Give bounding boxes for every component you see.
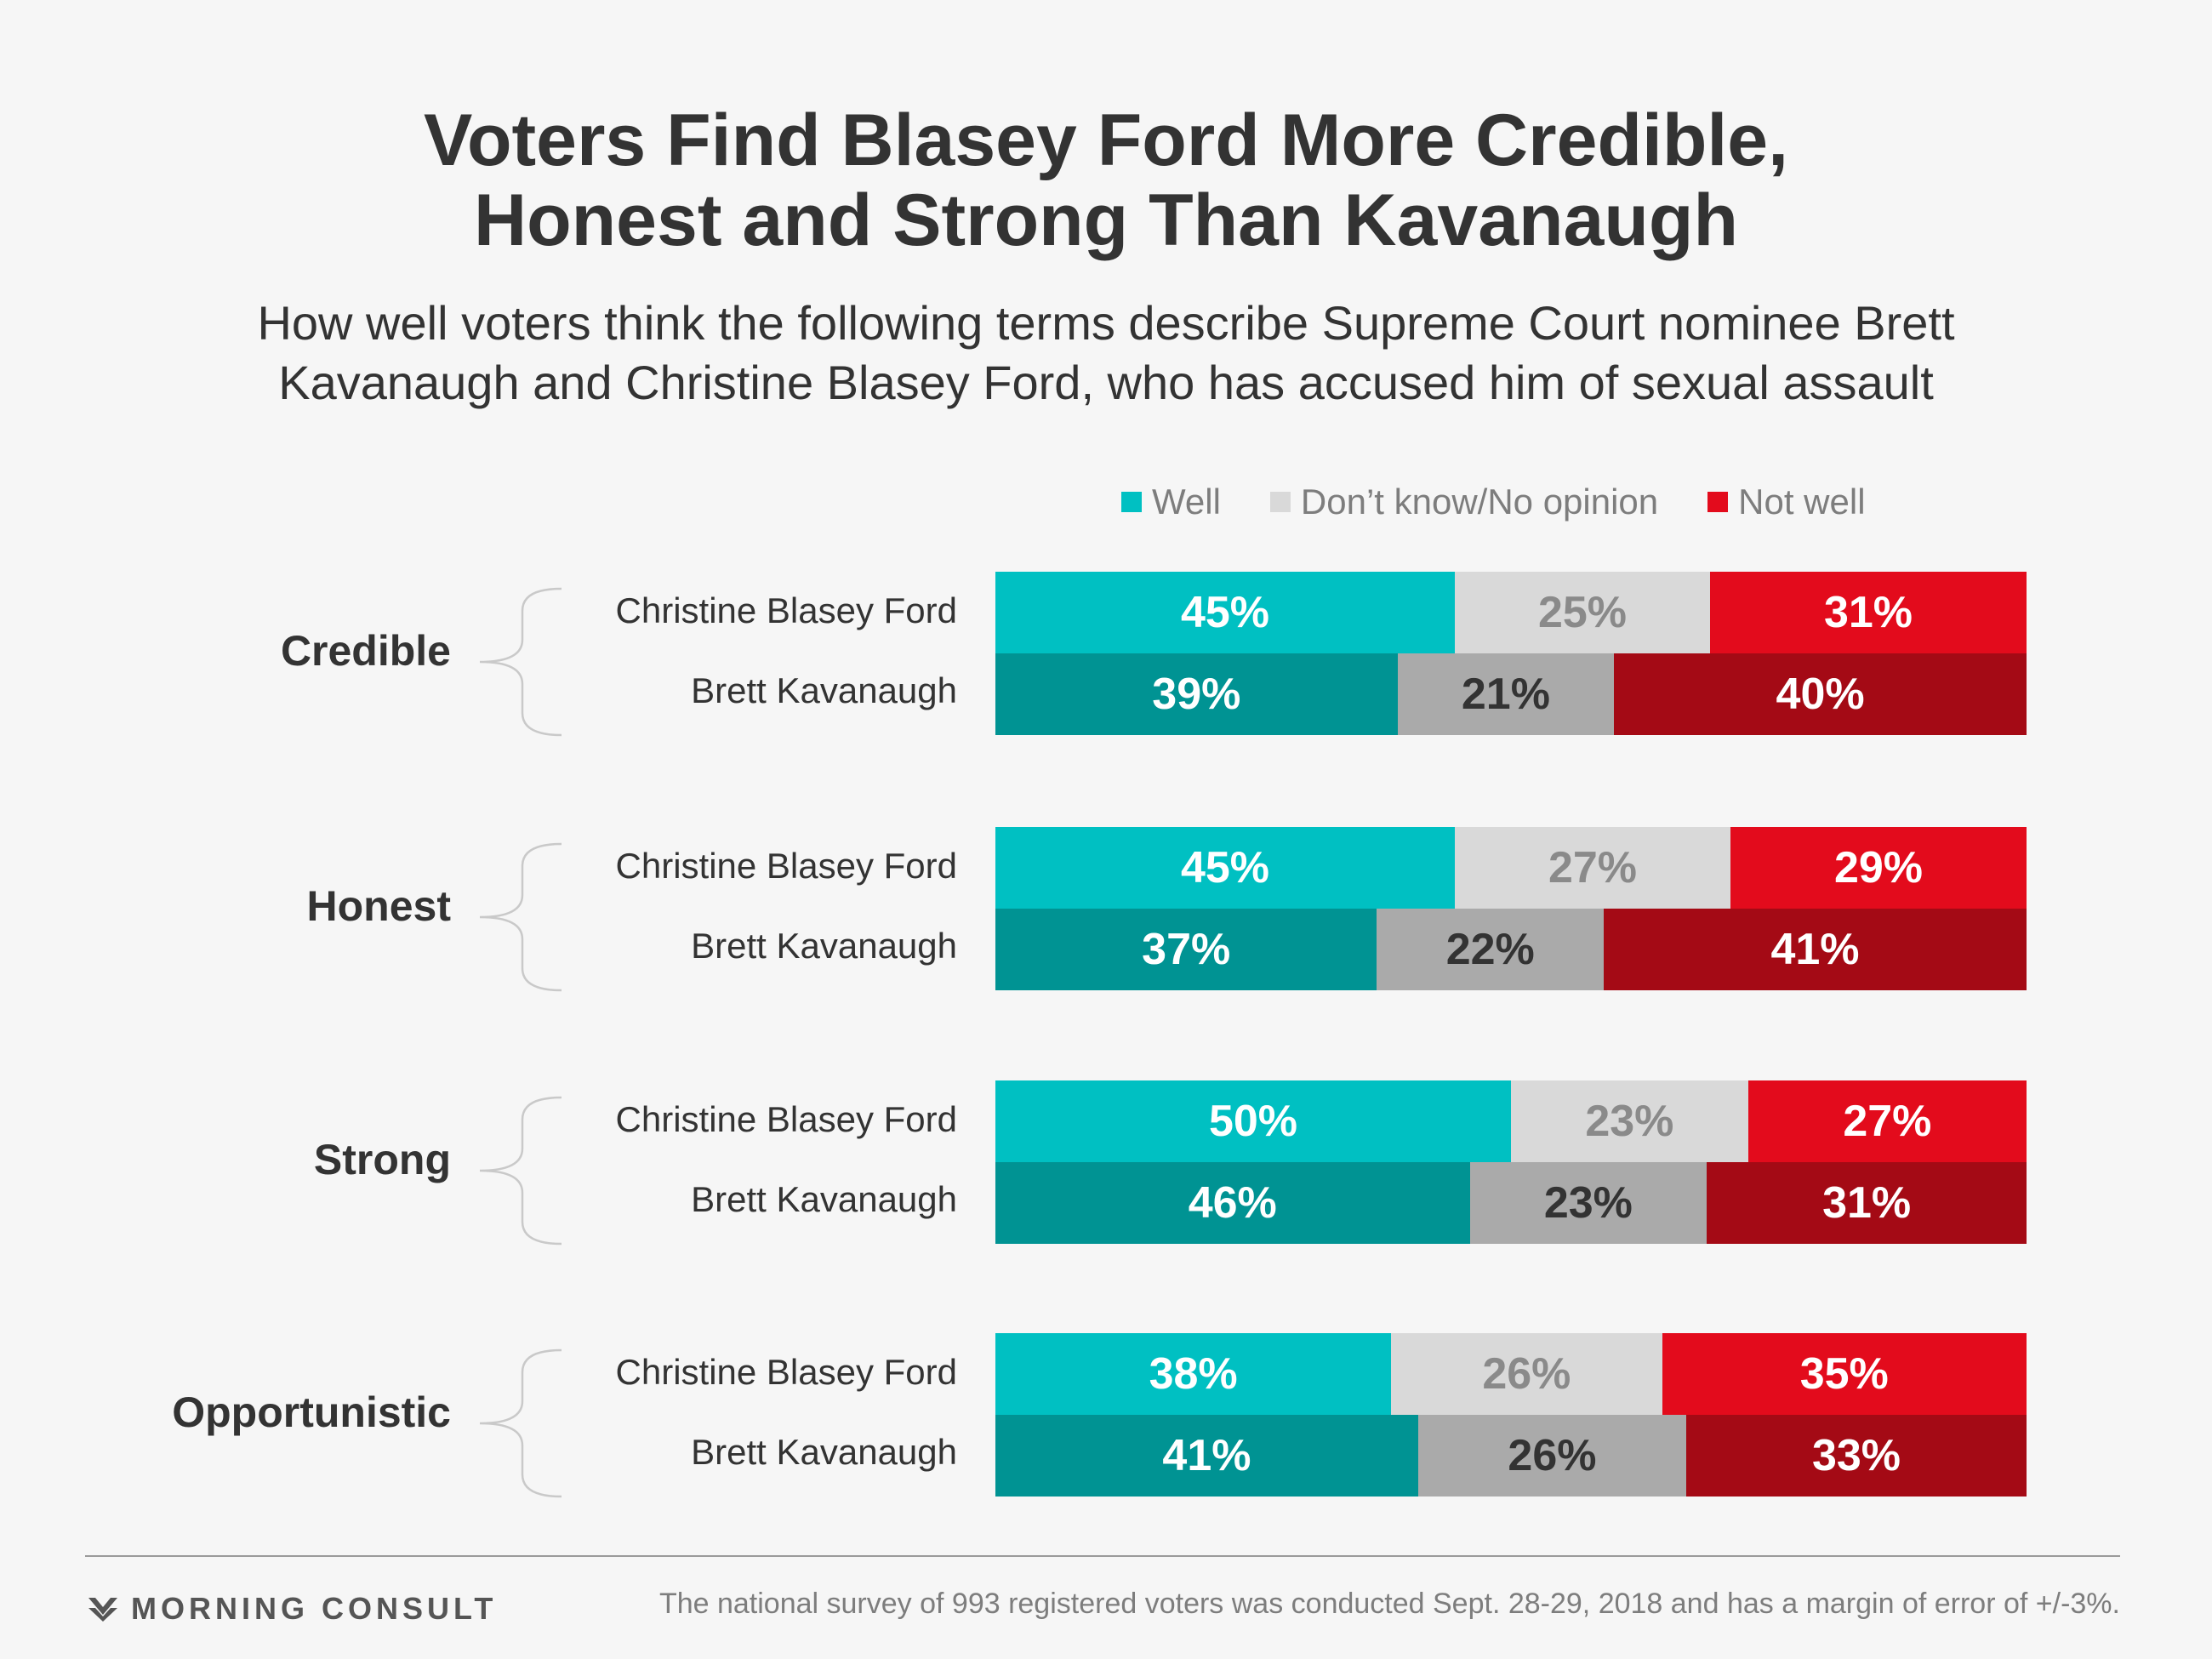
row-label-strong-ford: Christine Blasey Ford: [615, 1099, 957, 1139]
bar-segment-opportunistic-kavanaugh-not-well: 33%: [1686, 1415, 2027, 1497]
bar-segment-honest-kavanaugh-no-opinion: 22%: [1377, 909, 1605, 990]
bar-segment-honest-kavanaugh-not-well: 41%: [1604, 909, 2027, 990]
legend-label-well: Well: [1152, 482, 1221, 522]
bar-segment-credible-ford-no-opinion: 25%: [1455, 572, 1710, 653]
brand-logo-text: MORNING CONSULT: [131, 1591, 498, 1626]
legend: Well Don’t know/No opinion Not well: [1121, 476, 1915, 527]
group-label-strong: Strong: [313, 1136, 451, 1183]
row-label-credible-kavanaugh: Brett Kavanaugh: [691, 670, 957, 710]
bar-segment-credible-ford-not-well: 31%: [1710, 572, 2027, 653]
bar-honest-ford: 45% 27% 29%: [995, 827, 2027, 909]
bar-strong-kavanaugh: 46% 23% 31%: [995, 1162, 2027, 1244]
bar-segment-opportunistic-kavanaugh-no-opinion: 26%: [1417, 1415, 1687, 1497]
footer-divider: [85, 1555, 2120, 1557]
row-label-honest-kavanaugh: Brett Kavanaugh: [691, 926, 957, 966]
brace-opportunistic: [479, 1348, 562, 1498]
group-label-credible: Credible: [280, 627, 451, 675]
chart-title-line-1: Voters Find Blasey Ford More Credible,: [423, 100, 1789, 181]
bar-opportunistic-ford: 38% 26% 35%: [995, 1333, 2027, 1415]
legend-swatch-not-well: [1707, 492, 1729, 512]
row-label-strong-kavanaugh: Brett Kavanaugh: [691, 1179, 957, 1219]
bar-segment-opportunistic-ford-no-opinion: 26%: [1391, 1333, 1662, 1415]
bar-strong-ford: 50% 23% 27%: [995, 1080, 2027, 1162]
chart-subtitle-line-2: Kavanaugh and Christine Blasey Ford, who…: [278, 356, 1934, 409]
group-opportunistic: Opportunistic Christine Blasey Ford 38% 26%…: [0, 1333, 2212, 1503]
group-strong: Strong Christine Blasey Ford 50% 23% 27% Bret…: [0, 1080, 2212, 1251]
legend-item-well: Well: [1121, 482, 1221, 522]
brace-credible: [479, 587, 562, 737]
brand-logo: MORNING CONSULT: [88, 1591, 497, 1627]
morning-consult-logo-icon: [88, 1598, 117, 1622]
bar-segment-strong-ford-no-opinion: 23%: [1511, 1080, 1748, 1162]
chart-title-line-2: Honest and Strong Than Kavanaugh: [474, 180, 1738, 261]
brace-honest: [479, 842, 562, 992]
bar-credible-kavanaugh: 39% 21% 40%: [995, 653, 2027, 735]
survey-footnote: The national survey of 993 registered vo…: [658, 1588, 2120, 1620]
row-label-opportunistic-ford: Christine Blasey Ford: [615, 1352, 957, 1392]
legend-label-no-opinion: Don’t know/No opinion: [1300, 482, 1659, 522]
row-label-credible-ford: Christine Blasey Ford: [615, 590, 957, 630]
bar-segment-credible-kavanaugh-well: 39%: [995, 653, 1398, 735]
bar-segment-credible-ford-well: 45%: [995, 572, 1455, 653]
legend-item-not-well: Not well: [1707, 482, 1866, 522]
bar-segment-strong-kavanaugh-well: 46%: [995, 1162, 1470, 1244]
chart-title: Voters Find Blasey Ford More Credible, H…: [0, 100, 2212, 260]
bar-segment-opportunistic-kavanaugh-well: 41%: [995, 1415, 1418, 1497]
bar-segment-honest-ford-not-well: 29%: [1730, 827, 2027, 909]
bar-honest-kavanaugh: 37% 22% 41%: [995, 909, 2027, 990]
bar-segment-strong-ford-not-well: 27%: [1747, 1080, 2027, 1162]
group-credible: Credible Christine Blasey Ford 45% 25% 31% Br…: [0, 572, 2212, 742]
bar-segment-honest-kavanaugh-well: 37%: [995, 909, 1377, 990]
bar-segment-strong-ford-well: 50%: [995, 1080, 1511, 1162]
row-label-honest-ford: Christine Blasey Ford: [615, 846, 957, 886]
bar-credible-ford: 45% 25% 31%: [995, 572, 2027, 653]
bar-opportunistic-kavanaugh: 41% 26% 33%: [995, 1415, 2027, 1497]
bar-segment-credible-kavanaugh-not-well: 40%: [1614, 653, 2027, 735]
group-label-opportunistic: Opportunistic: [172, 1388, 451, 1436]
row-label-opportunistic-kavanaugh: Brett Kavanaugh: [691, 1432, 957, 1472]
bar-segment-opportunistic-ford-well: 38%: [995, 1333, 1392, 1415]
legend-swatch-well: [1121, 492, 1142, 512]
legend-item-no-opinion: Don’t know/No opinion: [1269, 482, 1659, 522]
bar-segment-honest-ford-well: 45%: [995, 827, 1455, 909]
chart-subtitle: How well voters think the following term…: [0, 294, 2212, 413]
legend-label-not-well: Not well: [1738, 482, 1866, 522]
group-honest: Honest Christine Blasey Ford 45% 27% 29% Bret…: [0, 827, 2212, 997]
bar-segment-credible-kavanaugh-no-opinion: 21%: [1397, 653, 1615, 735]
chart-subtitle-line-1: How well voters think the following term…: [257, 296, 1955, 350]
bar-segment-strong-kavanaugh-not-well: 31%: [1707, 1162, 2027, 1244]
bar-segment-honest-ford-no-opinion: 27%: [1455, 827, 1730, 909]
bar-segment-strong-kavanaugh-no-opinion: 23%: [1469, 1162, 1707, 1244]
legend-swatch-no-opinion: [1269, 492, 1291, 512]
group-label-honest: Honest: [306, 882, 451, 930]
brace-strong: [479, 1096, 562, 1246]
bar-segment-opportunistic-ford-not-well: 35%: [1662, 1333, 2027, 1415]
